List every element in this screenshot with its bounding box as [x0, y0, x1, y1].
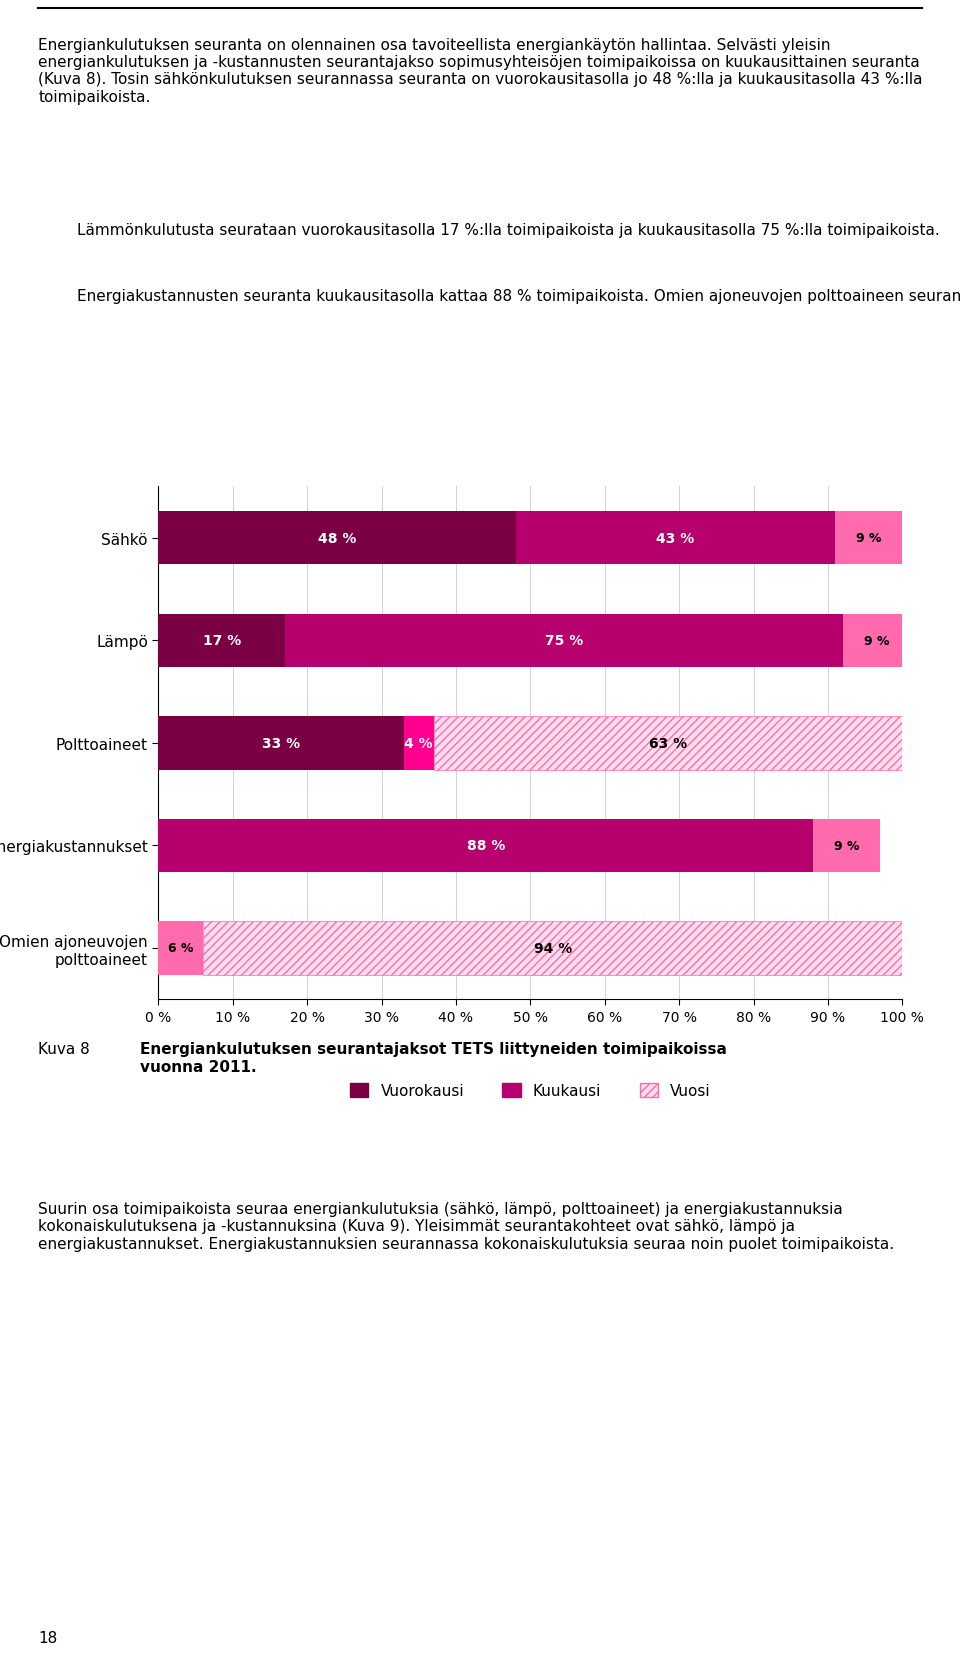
Text: 48 %: 48 %	[318, 531, 356, 546]
Text: 9 %: 9 %	[856, 533, 881, 544]
Text: 4 %: 4 %	[404, 736, 433, 751]
Bar	[516, 512, 835, 564]
Bar	[835, 512, 902, 564]
Text: 18: 18	[38, 1631, 58, 1645]
Text: Energiakustannusten seuranta kuukausitasolla kattaa 88 % toimipaikoista. Omien a: Energiakustannusten seuranta kuukausitas…	[38, 289, 960, 304]
Text: 88 %: 88 %	[467, 838, 505, 853]
Bar	[158, 512, 516, 564]
Bar	[404, 717, 434, 769]
Text: 9 %: 9 %	[834, 840, 859, 852]
Text: Energiankulutuksen seurantajaksot TETS liittyneiden toimipaikoissa
vuonna 2011.: Energiankulutuksen seurantajaksot TETS l…	[140, 1042, 727, 1074]
Bar	[813, 820, 880, 872]
Text: 43 %: 43 %	[657, 531, 695, 546]
Text: Kuva 8: Kuva 8	[38, 1042, 90, 1057]
Bar	[843, 615, 910, 667]
Bar	[204, 922, 902, 974]
Bar	[158, 615, 285, 667]
Text: Energiankulutuksen seuranta on olennainen osa tavoiteellista energiankäytön hall: Energiankulutuksen seuranta on olennaine…	[38, 37, 923, 104]
Bar	[285, 615, 843, 667]
Text: 75 %: 75 %	[544, 633, 583, 648]
Text: 17 %: 17 %	[203, 633, 241, 648]
Bar	[434, 717, 902, 769]
Text: Suurin osa toimipaikoista seuraa energiankulutuksia (sähkö, lämpö, polttoaineet): Suurin osa toimipaikoista seuraa energia…	[38, 1201, 895, 1252]
Bar	[158, 922, 204, 974]
Text: 94 %: 94 %	[534, 941, 572, 956]
Bar	[158, 820, 813, 872]
Legend: Vuorokausi, Kuukausi, Vuosi: Vuorokausi, Kuukausi, Vuosi	[344, 1077, 717, 1105]
Bar	[158, 717, 404, 769]
Text: 9 %: 9 %	[864, 635, 889, 647]
Text: 6 %: 6 %	[168, 942, 194, 954]
Text: 63 %: 63 %	[649, 736, 687, 751]
Text: 33 %: 33 %	[262, 736, 300, 751]
Text: Lämmönkulutusta seurataan vuorokausitasolla 17 %:lla toimipaikoista ja kuukausit: Lämmönkulutusta seurataan vuorokausitaso…	[38, 223, 940, 239]
